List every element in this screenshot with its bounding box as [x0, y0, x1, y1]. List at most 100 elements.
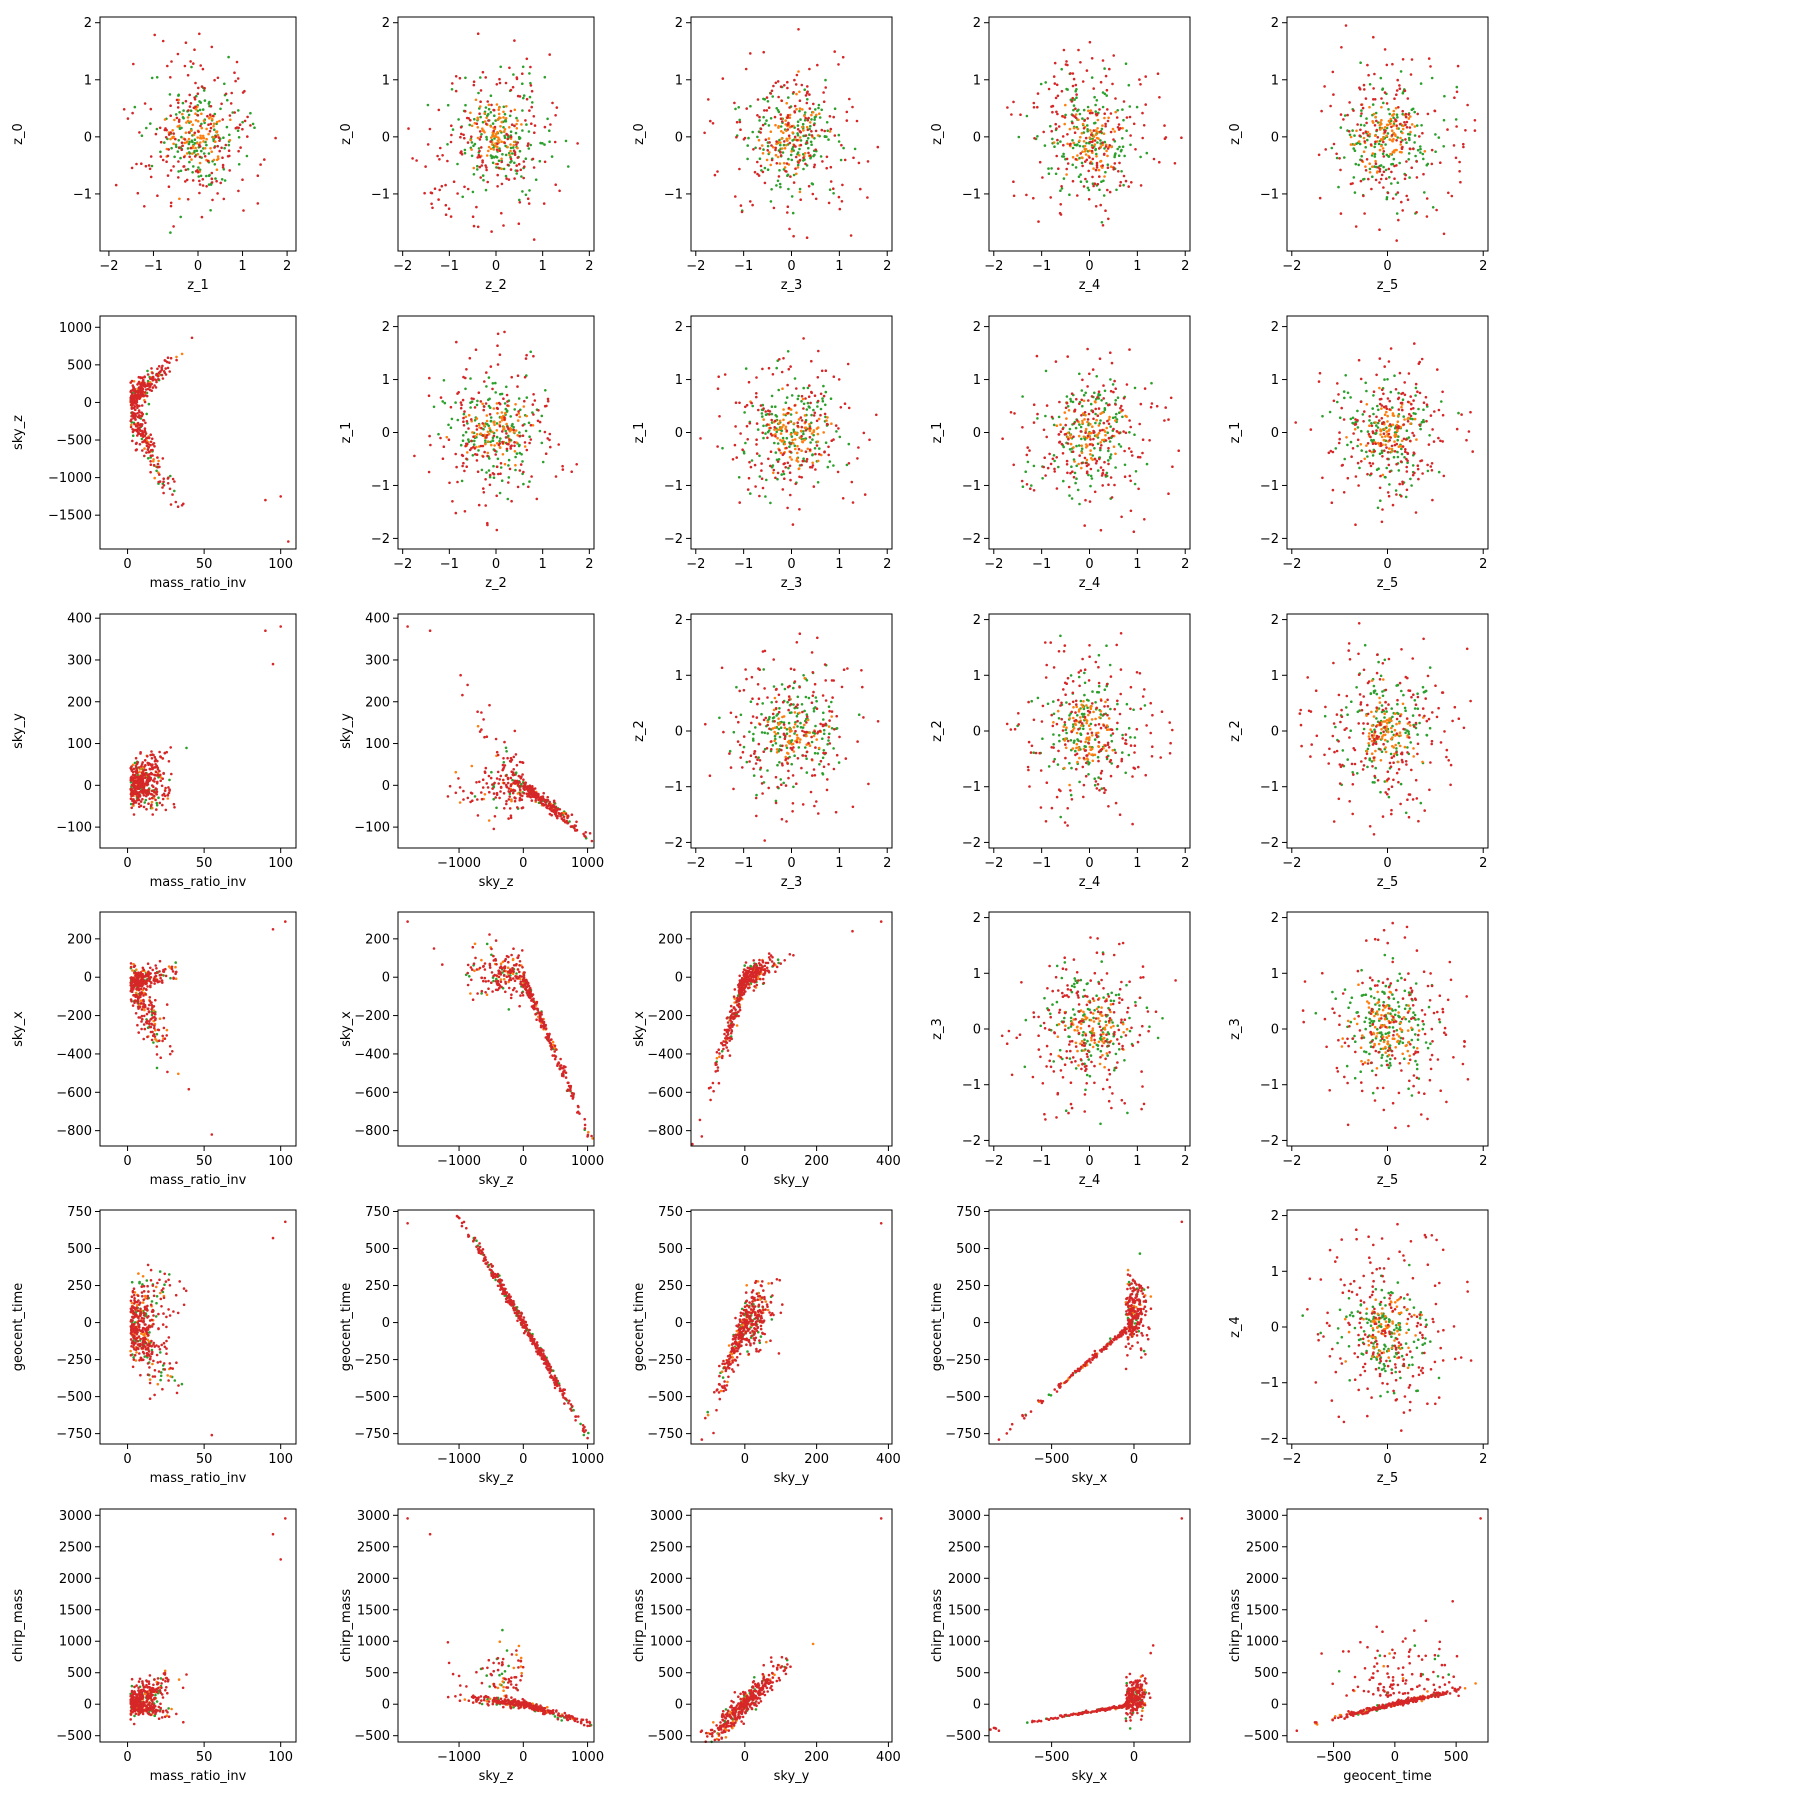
scatter-point: [161, 803, 164, 807]
scatter-point: [845, 119, 849, 122]
scatter-point: [770, 144, 773, 147]
scatter-point: [814, 148, 817, 151]
scatter-point: [798, 158, 802, 162]
scatter-point: [492, 464, 495, 468]
scatter-point: [1404, 438, 1408, 441]
scatter-point: [1093, 447, 1096, 450]
scatter-point: [1104, 122, 1107, 126]
scatter-point: [824, 86, 827, 89]
scatter-point: [187, 151, 191, 154]
scatter-point: [796, 397, 800, 401]
scatter-point: [1407, 113, 1410, 116]
scatter-point: [177, 120, 181, 123]
scatter-point: [472, 397, 475, 401]
scatter-point: [482, 424, 486, 428]
scatter-point: [1089, 484, 1092, 488]
scatter-point: [169, 137, 172, 141]
scatter-point: [529, 143, 532, 147]
scatter-point: [1385, 410, 1388, 414]
scatter-point: [1121, 137, 1124, 140]
scatter-point: [1393, 97, 1396, 100]
scatter-point: [1374, 111, 1378, 115]
scatter-point: [795, 387, 798, 390]
scatter-point: [800, 463, 803, 467]
scatter-point: [756, 428, 760, 431]
scatter-point: [707, 98, 710, 101]
scatter-point: [1397, 426, 1400, 430]
scatter-point: [1442, 145, 1445, 148]
scatter-point: [485, 138, 489, 141]
scatter-point: [1123, 475, 1127, 479]
scatter-point: [137, 802, 141, 806]
scatter-point: [808, 93, 811, 96]
scatter-point: [155, 808, 158, 811]
scatter-point: [826, 465, 830, 469]
scatter-point: [139, 429, 142, 433]
scatter-point: [493, 137, 496, 140]
scatter-point: [818, 112, 821, 115]
scatter-point: [130, 166, 134, 170]
scatter-point: [476, 136, 480, 140]
scatter-point: [495, 435, 499, 439]
scatter-point: [189, 60, 192, 63]
scatter-point: [841, 497, 845, 500]
scatter-point: [786, 80, 789, 84]
scatter-point: [518, 434, 521, 438]
scatter-point: [463, 136, 466, 140]
scatter-point: [847, 406, 851, 410]
scatter-point: [168, 778, 171, 782]
scatter-point: [808, 422, 811, 426]
scatter-point: [709, 119, 712, 123]
scatter-point: [1086, 186, 1090, 190]
scatter-point: [779, 125, 783, 128]
x-tick-label: −1: [144, 259, 163, 274]
scatter-point: [763, 181, 767, 185]
scatter-point: [177, 139, 180, 142]
scatter-point: [1082, 108, 1086, 112]
scatter-point: [1421, 472, 1424, 475]
scatter-point: [1317, 153, 1321, 157]
scatter-point: [193, 131, 197, 135]
x-tick-label: 2: [883, 259, 891, 274]
scatter-point: [1114, 152, 1117, 155]
scatter-point: [751, 404, 754, 408]
scatter-point: [1068, 127, 1072, 131]
scatter-point: [196, 92, 200, 95]
scatter-point: [764, 432, 767, 435]
scatter-point: [1388, 112, 1391, 116]
scatter-point: [790, 195, 794, 198]
scatter-point: [225, 125, 229, 129]
scatter-point: [785, 429, 789, 433]
scatter-point: [1120, 515, 1123, 519]
scatter-point: [1071, 139, 1074, 142]
scatter-point: [493, 125, 497, 129]
scatter-point: [186, 198, 190, 201]
scatter-point: [1089, 129, 1092, 132]
scatter-point: [814, 452, 817, 456]
scatter-point: [170, 772, 173, 776]
scatter-point: [1061, 155, 1064, 158]
scatter-point: [149, 155, 153, 158]
scatter-point: [1093, 490, 1097, 494]
scatter-point: [441, 154, 444, 157]
scatter-point: [1081, 378, 1084, 382]
scatter-point: [1388, 423, 1392, 426]
y-tick-label: 2: [1271, 16, 1279, 31]
scatter-point: [221, 166, 225, 169]
scatter-point: [1336, 400, 1339, 404]
scatter-point: [415, 159, 418, 162]
scatter-point: [800, 425, 804, 429]
scatter-point: [1388, 408, 1391, 411]
scatter-point: [836, 470, 840, 474]
scatter-point: [483, 380, 486, 383]
scatter-point: [515, 77, 519, 81]
scatter-point: [808, 448, 812, 452]
scatter-point: [748, 422, 752, 425]
scatter-point: [424, 165, 427, 168]
scatter-point: [1097, 168, 1101, 172]
scatter-point: [456, 162, 459, 166]
scatter-point: [1388, 470, 1392, 473]
scatter-point: [758, 454, 761, 458]
scatter-point: [1406, 417, 1409, 421]
scatter-point: [470, 141, 474, 144]
